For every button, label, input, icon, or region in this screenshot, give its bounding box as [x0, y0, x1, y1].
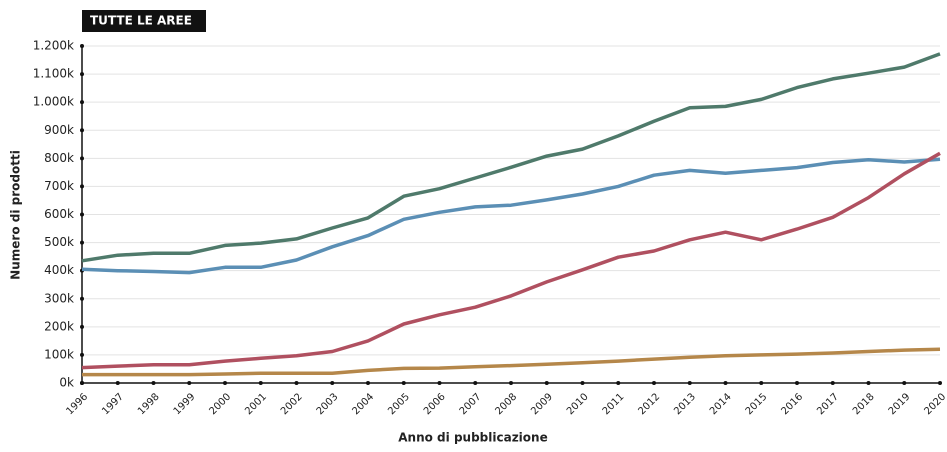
y-axis-title: Numero di prodotti [9, 150, 23, 280]
x-tick-label: 2013 [672, 391, 698, 417]
x-tick [437, 381, 442, 385]
x-tick-label: 2009 [529, 391, 555, 417]
x-axis-title: Anno di pubblicazione [398, 431, 547, 445]
x-tick-label: 2000 [207, 391, 233, 417]
x-tick [866, 381, 871, 385]
line-series [82, 347, 941, 377]
line-series [81, 157, 941, 275]
y-tick-label: 800k [44, 151, 74, 165]
x-tick [830, 381, 835, 385]
x-tick-label: 2019 [887, 391, 913, 417]
x-tick-label: 1999 [172, 391, 198, 417]
x-tick-label: 2017 [815, 391, 841, 417]
title-box [82, 10, 206, 32]
x-tick-label: 1998 [136, 391, 162, 417]
y-tick-label: 300k [44, 291, 74, 305]
x-tick-label: 1996 [64, 391, 90, 417]
x-tick [223, 381, 227, 385]
x-tick [902, 381, 907, 385]
x-tick [795, 381, 799, 385]
y-tick-label: 900k [44, 123, 74, 137]
x-tick [509, 381, 513, 385]
x-tick [759, 381, 764, 385]
x-tick-label: 2008 [493, 391, 519, 417]
y-tick-label: 100k [44, 347, 74, 361]
x-tick-label: 2016 [779, 391, 805, 417]
x-tick-label: 2002 [279, 391, 305, 417]
x-tick-label: 2020 [922, 391, 947, 417]
x-tick-label: 2003 [315, 391, 341, 417]
x-tick-label: 2005 [386, 391, 412, 417]
x-tick [401, 381, 406, 385]
x-tick [723, 381, 728, 385]
x-tick-label: 2018 [851, 391, 877, 417]
x-tick [687, 381, 692, 385]
y-tick-label: 400k [44, 263, 74, 277]
x-tick [115, 381, 120, 385]
x-tick-label: 2012 [636, 391, 662, 417]
chart-title: TUTTE LE AREE [90, 14, 192, 28]
x-tick [80, 381, 84, 385]
x-tick [652, 381, 656, 385]
x-tick-label: 1997 [100, 391, 126, 417]
x-tick-label: 2014 [708, 391, 734, 417]
x-tick-label: 2010 [565, 391, 591, 417]
x-tick-label: 2004 [350, 391, 376, 417]
y-tick-label: 700k [44, 179, 74, 193]
line-series [81, 151, 941, 370]
line-series [81, 52, 941, 263]
x-tick-label: 2006 [422, 391, 448, 417]
x-tick [473, 381, 478, 385]
x-tick-label: 2015 [744, 391, 770, 417]
x-tick [187, 381, 192, 385]
x-tick [330, 381, 335, 385]
x-tick-label: 2011 [601, 391, 627, 417]
x-tick [580, 381, 585, 385]
x-tick [151, 381, 156, 385]
y-tick-label: 0k [59, 376, 74, 390]
y-tick-label: 600k [44, 207, 74, 221]
x-tick [294, 381, 299, 385]
y-tick-label: 1.200k [33, 39, 74, 53]
y-tick-label: 200k [44, 319, 74, 333]
y-tick-label: 1.000k [33, 95, 74, 109]
x-tick-label: 2001 [243, 391, 269, 417]
y-tick-label: 1.100k [33, 67, 74, 81]
y-tick-label: 500k [44, 235, 74, 249]
x-tick-label: 2007 [458, 391, 484, 417]
x-tick [366, 381, 370, 385]
x-tick [544, 381, 549, 385]
x-tick [938, 381, 942, 385]
x-tick [258, 381, 263, 385]
x-tick [616, 381, 621, 385]
